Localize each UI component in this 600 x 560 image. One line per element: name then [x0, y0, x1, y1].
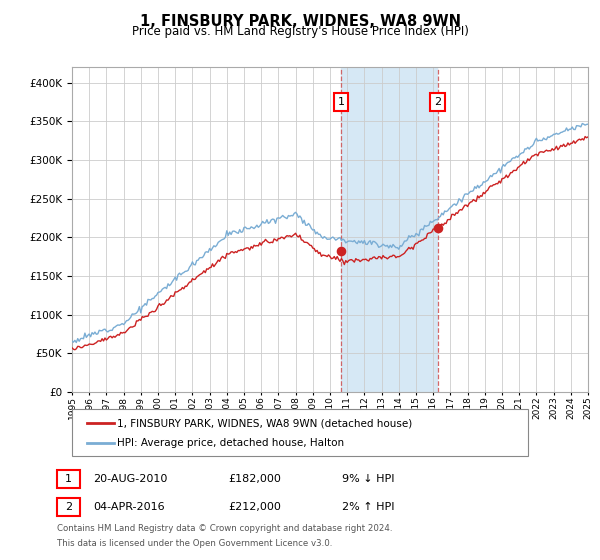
Text: 04-APR-2016: 04-APR-2016	[93, 502, 164, 512]
Text: £212,000: £212,000	[228, 502, 281, 512]
Text: £182,000: £182,000	[228, 474, 281, 484]
Text: 9% ↓ HPI: 9% ↓ HPI	[342, 474, 395, 484]
Text: 2% ↑ HPI: 2% ↑ HPI	[342, 502, 395, 512]
Text: Price paid vs. HM Land Registry's House Price Index (HPI): Price paid vs. HM Land Registry's House …	[131, 25, 469, 38]
Text: 20-AUG-2010: 20-AUG-2010	[93, 474, 167, 484]
Text: 1, FINSBURY PARK, WIDNES, WA8 9WN (detached house): 1, FINSBURY PARK, WIDNES, WA8 9WN (detac…	[117, 418, 412, 428]
Text: 2: 2	[65, 502, 72, 512]
Point	[336, 247, 346, 256]
Text: This data is licensed under the Open Government Licence v3.0.: This data is licensed under the Open Gov…	[57, 539, 332, 548]
Text: HPI: Average price, detached house, Halton: HPI: Average price, detached house, Halt…	[117, 438, 344, 448]
Text: 1: 1	[338, 97, 344, 107]
Text: 2: 2	[434, 97, 441, 107]
Text: 1, FINSBURY PARK, WIDNES, WA8 9WN: 1, FINSBURY PARK, WIDNES, WA8 9WN	[139, 14, 461, 29]
Bar	[341, 67, 437, 392]
Text: Contains HM Land Registry data © Crown copyright and database right 2024.: Contains HM Land Registry data © Crown c…	[57, 524, 392, 533]
Text: 1: 1	[65, 474, 72, 484]
Point	[433, 223, 442, 232]
